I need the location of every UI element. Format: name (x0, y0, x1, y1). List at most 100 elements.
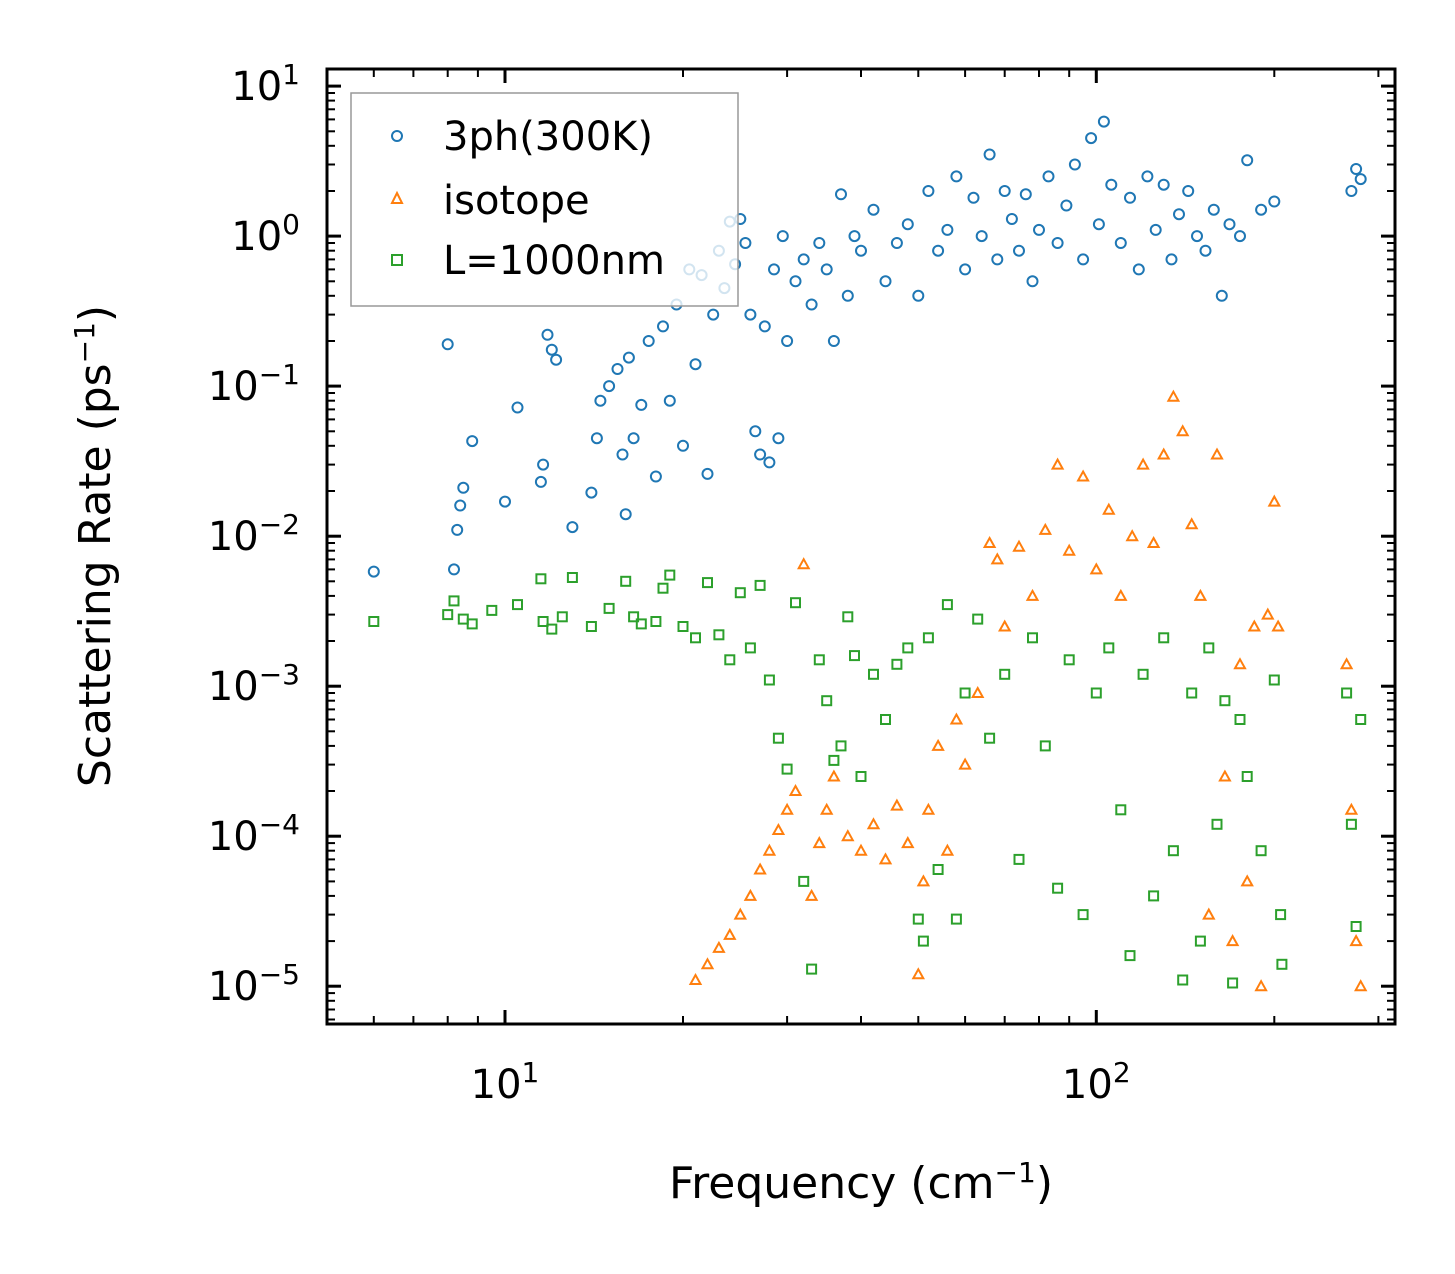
data-point (499, 495, 511, 508)
data-point (1012, 539, 1026, 552)
data-point (1341, 687, 1353, 699)
data-point (1027, 632, 1038, 644)
data-point (1354, 979, 1368, 992)
data-point (1350, 163, 1363, 175)
data-point (1176, 424, 1190, 437)
data-point (1345, 185, 1358, 197)
data-point (780, 802, 794, 815)
data-point (754, 448, 767, 461)
data-point (941, 223, 954, 236)
data-point (959, 687, 971, 699)
data-point (835, 740, 847, 752)
data-point (1240, 874, 1254, 887)
data-point (642, 335, 655, 347)
data-point (797, 557, 811, 570)
data-point (1148, 890, 1160, 902)
data-point (1254, 979, 1268, 992)
data-point (677, 439, 689, 452)
data-point (1149, 223, 1162, 236)
legend-label-isotope: isotope (443, 178, 590, 224)
y-tick-label: 10−4 (208, 808, 300, 861)
data-point (959, 263, 972, 276)
data-point (486, 604, 498, 616)
data-point (835, 188, 847, 201)
data-point (1146, 535, 1161, 548)
data-point (813, 654, 825, 666)
data-point (664, 569, 676, 581)
data-point (820, 263, 833, 276)
data-point (762, 843, 777, 856)
data-point (798, 875, 810, 887)
data-point (932, 244, 945, 257)
data-point (1267, 494, 1281, 507)
data-point (772, 432, 785, 445)
data-point (1355, 714, 1367, 725)
data-point (1167, 845, 1179, 857)
data-point (457, 481, 470, 494)
data-point (1182, 185, 1195, 197)
data-point (442, 609, 454, 621)
data-point (940, 843, 955, 856)
data-point (983, 148, 996, 161)
data-point (1234, 714, 1246, 725)
data-point (1157, 447, 1171, 460)
data-point (1077, 909, 1089, 921)
data-point (1271, 619, 1285, 632)
legend-label-3ph: 3ph(300K) (443, 114, 653, 160)
data-point (1186, 687, 1198, 699)
data-point (537, 458, 550, 471)
data-point (821, 695, 833, 707)
data-point (842, 611, 854, 623)
data-point (1025, 588, 1040, 601)
data-point (556, 611, 568, 623)
data-point (566, 521, 579, 534)
data-point (797, 253, 810, 266)
data-point (868, 668, 879, 680)
data-point (1026, 275, 1039, 288)
data-point (451, 523, 464, 536)
data-point (1125, 529, 1139, 542)
data-point (1215, 289, 1228, 302)
data-point (1339, 657, 1354, 670)
y-tick-label: 10−3 (208, 658, 300, 711)
data-point (754, 579, 766, 591)
data-point (1219, 695, 1231, 707)
data-point (535, 573, 547, 585)
data-point (1177, 974, 1189, 986)
data-point (1185, 517, 1199, 530)
data-point (1013, 244, 1025, 257)
data-point (1115, 804, 1127, 816)
data-point (971, 685, 985, 698)
data-point (511, 401, 524, 414)
data-point (891, 658, 903, 670)
data-point (1210, 447, 1224, 460)
data-point (723, 927, 737, 940)
data-point (788, 783, 803, 796)
data-point (1276, 958, 1288, 970)
data-point (739, 237, 752, 249)
data-point (1354, 173, 1367, 186)
data-point (848, 230, 861, 243)
data-point (454, 499, 467, 512)
data-point (700, 957, 715, 970)
data-point (806, 963, 818, 975)
data-point (1194, 935, 1206, 947)
data-point (841, 289, 854, 302)
data-point (1247, 619, 1261, 632)
data-point (545, 343, 558, 356)
data-point (1102, 502, 1116, 515)
data-point (1063, 654, 1075, 666)
data-point (781, 763, 793, 775)
data-point (628, 611, 640, 623)
data-point (1349, 934, 1363, 947)
data-point (1033, 223, 1045, 236)
data-point (931, 738, 945, 751)
data-point (1062, 543, 1076, 556)
data-point (1114, 588, 1128, 601)
data-point (466, 435, 479, 448)
data-point (1193, 588, 1208, 601)
data-point (972, 613, 984, 625)
data-point (677, 621, 689, 632)
data-point (998, 185, 1011, 197)
